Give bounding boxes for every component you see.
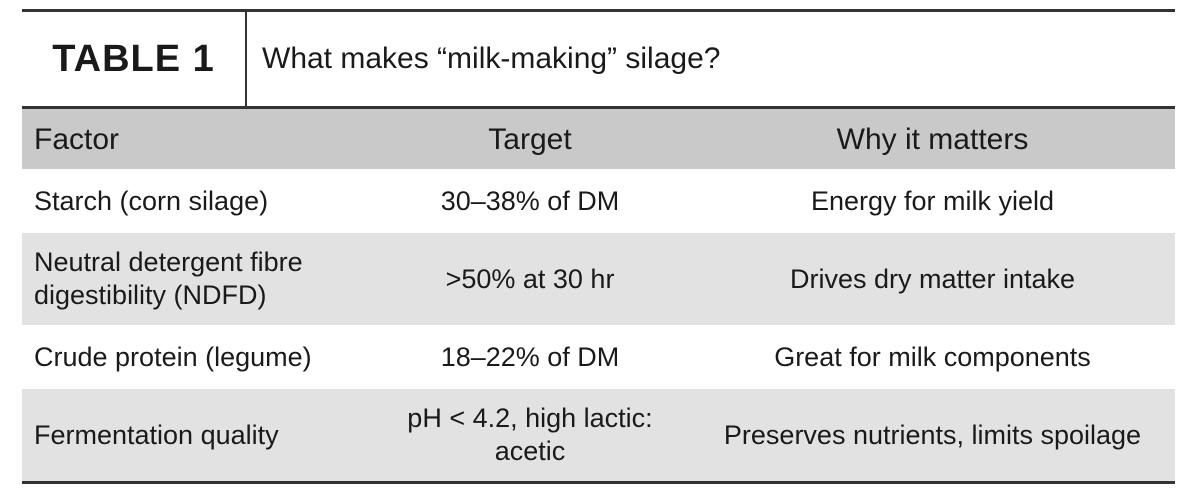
table-header: TABLE 1 What makes “milk-making” silage? [22, 9, 1175, 109]
table-cell: Fermentation quality [22, 388, 370, 483]
table-cell: Crude protein (legume) [22, 326, 370, 388]
table-cell: Energy for milk yield [690, 170, 1175, 232]
table-cell: 30–38% of DM [370, 170, 690, 232]
table-cell: Preserves nutrients, limits spoilage [690, 388, 1175, 483]
table-cell: Great for milk components [690, 326, 1175, 388]
table-cell: >50% at 30 hr [370, 232, 690, 326]
table-title: What makes “milk-making” silage? [262, 42, 721, 75]
data-table: Factor Target Why it matters Starch (corn … [22, 109, 1175, 484]
table-row: Starch (corn silage) 30–38% of DM Energy f… [22, 170, 1175, 232]
table-figure: TABLE 1 What makes “milk-making” silage?… [22, 9, 1175, 484]
column-header: Why it matters [690, 109, 1175, 170]
column-header: Target [370, 109, 690, 170]
table-body: Starch (corn silage) 30–38% of DM Energy f… [22, 170, 1175, 483]
table-cell: Drives dry matter intake [690, 232, 1175, 326]
table-row: Neutral detergent fibre digestibility (N… [22, 232, 1175, 326]
table-cell: pH < 4.2, high lactic: acetic [370, 388, 690, 483]
table-row: Fermentation quality pH < 4.2, high lacti… [22, 388, 1175, 483]
table-cell: Starch (corn silage) [22, 170, 370, 232]
table-row: Crude protein (legume) 18–22% of DM Great … [22, 326, 1175, 388]
column-header: Factor [22, 109, 370, 170]
header-row: Factor Target Why it matters [22, 109, 1175, 170]
table-cell: Neutral detergent fibre digestibility (N… [22, 232, 370, 326]
table-label: TABLE 1 [22, 12, 247, 106]
table-cell: 18–22% of DM [370, 326, 690, 388]
